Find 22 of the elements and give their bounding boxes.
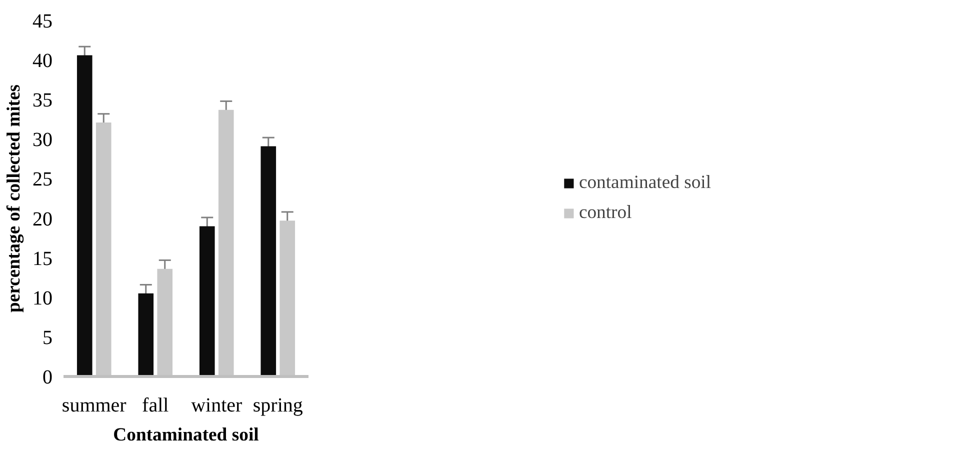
x-axis-title: Contaminated soil [113,424,259,446]
x-tick-label: spring [252,394,303,416]
x-tick-label: fall [142,394,170,416]
x-tick-label: winter [191,394,243,416]
y-tick-label: 20 [32,208,52,230]
bar [138,293,154,376]
x-tick-label: summer [62,394,127,416]
y-tick-label: 25 [32,168,52,191]
y-axis-title: percentage of collected mites [4,84,24,313]
y-tick-label: 0 [42,366,52,388]
y-tick-label: 35 [32,90,52,112]
y-tick-label: 30 [32,129,52,152]
legend-label: control [578,202,632,224]
y-tick-label: 5 [42,326,52,349]
y-tick-label: 10 [32,287,52,310]
legend-label: contaminated soil [578,172,712,194]
bar [260,146,276,376]
bar [199,226,215,376]
bar [76,55,92,376]
y-tick-label: 40 [32,50,52,72]
y-tick-label: 45 [32,10,52,32]
y-tick-label: 15 [32,248,52,270]
